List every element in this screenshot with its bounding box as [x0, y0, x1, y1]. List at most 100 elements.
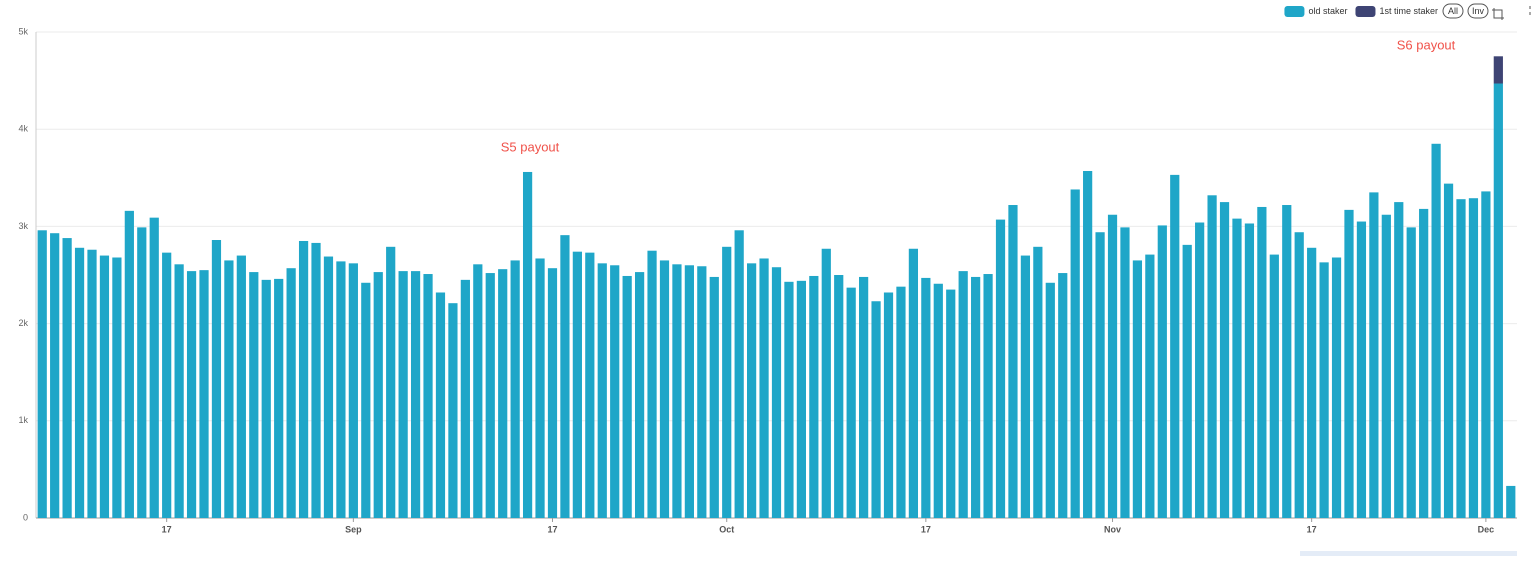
bar-segment [1356, 221, 1367, 519]
bar-segment [298, 240, 309, 519]
legend-swatch[interactable] [1284, 6, 1305, 17]
bar-segment [771, 267, 782, 518]
bar-segment [1058, 273, 1068, 518]
bar-segment [460, 279, 470, 518]
bar-segment [734, 230, 744, 518]
bar-segment [1406, 227, 1416, 518]
scrollbar[interactable] [1300, 551, 1517, 556]
bar-segment [709, 276, 719, 518]
bar-segment [1456, 199, 1466, 518]
bar-segment [585, 252, 595, 519]
bar-segment [1070, 189, 1080, 519]
bar-segment [211, 240, 222, 518]
bar-segment [971, 276, 981, 518]
legend-label[interactable]: 1st time staker [1379, 6, 1438, 16]
bar-segment [1331, 257, 1342, 518]
bar-segment [1157, 225, 1167, 519]
bar-segment [597, 263, 607, 518]
legend-button-label[interactable]: All [1448, 6, 1458, 16]
legend-button-label[interactable]: Inv [1472, 6, 1485, 16]
bar-segment [1294, 232, 1304, 518]
y-tick-label: 4k [18, 124, 28, 134]
bar-segment [522, 171, 533, 518]
bar-segment [386, 246, 396, 518]
bar-segment [124, 210, 134, 518]
bar-segment [722, 246, 732, 518]
bar-segment [448, 303, 458, 518]
bar-segment [908, 248, 919, 519]
bar-segment [1431, 143, 1441, 518]
bar-segment [1195, 222, 1205, 518]
y-tick-label: 0 [23, 512, 28, 522]
bar-segment [137, 227, 147, 518]
bar-segment [535, 258, 545, 518]
bar-segment [1132, 260, 1143, 518]
bar-segment [983, 274, 993, 518]
bar-segment [1506, 485, 1516, 518]
bar-segment [634, 272, 645, 518]
bar-segment [647, 250, 657, 518]
bar-segment [672, 264, 682, 518]
bar-segment [423, 274, 433, 518]
y-tick-label: 3k [18, 221, 28, 231]
bar-segment [74, 247, 85, 518]
bar-segment [162, 252, 172, 519]
bar-segment [610, 265, 620, 518]
bar-segment [1344, 209, 1354, 518]
bar-segment [435, 292, 446, 518]
legend-button[interactable] [1467, 3, 1489, 19]
zoom-icon[interactable] [1492, 8, 1504, 20]
bar-segment [1443, 183, 1454, 518]
bar-segment [348, 263, 358, 518]
x-tick-label: 17 [162, 524, 172, 534]
legend-label[interactable]: old staker [1308, 6, 1347, 16]
bar-segment [684, 265, 694, 518]
bar-segment [1468, 198, 1479, 518]
bar-segment [1045, 282, 1055, 518]
bar-segment [921, 277, 931, 518]
bar-segment [174, 264, 184, 518]
bar-segment [323, 256, 334, 518]
x-tick-label: 17 [547, 524, 557, 534]
bar-segment [821, 248, 831, 519]
legend-button[interactable] [1442, 3, 1464, 19]
bar-segment [1394, 202, 1404, 518]
bar-segment [149, 217, 159, 519]
bar-segment [747, 263, 757, 518]
bar-segment [784, 281, 794, 518]
bar-segment [249, 272, 259, 518]
bar-segment [199, 270, 209, 518]
bar-segment [286, 268, 296, 518]
bar-segment [659, 260, 670, 518]
bar-segment [1493, 56, 1503, 84]
bar-segment [796, 280, 806, 518]
bar-segment [1170, 174, 1180, 518]
bar-segment [1219, 202, 1230, 518]
bar-segment [1095, 232, 1105, 518]
y-tick-label: 5k [18, 26, 28, 36]
bar-segment [1083, 170, 1093, 518]
bar-segment [1008, 205, 1018, 519]
bar-segment [834, 275, 844, 518]
bar-segment [995, 219, 1006, 518]
bar-segment [697, 266, 707, 518]
bar-segment [1120, 227, 1130, 518]
bar-segment [622, 275, 632, 518]
bar-segment [1419, 208, 1429, 519]
bar-segment [1481, 191, 1491, 518]
bar-segment [859, 276, 869, 518]
x-tick-label: 17 [1307, 524, 1317, 534]
bar-segment [37, 230, 47, 518]
x-tick-label: Nov [1104, 524, 1121, 534]
y-tick-label: 1k [18, 415, 28, 425]
bar-segment [224, 260, 234, 518]
legend-swatch[interactable] [1355, 6, 1376, 17]
bar-segment [498, 269, 508, 518]
bar-segment [1182, 244, 1192, 519]
bar-segment [759, 258, 769, 518]
bar-segment [896, 286, 906, 518]
bar-segment [1493, 83, 1503, 519]
bar-segment [336, 261, 346, 518]
bar-segment [410, 271, 421, 518]
